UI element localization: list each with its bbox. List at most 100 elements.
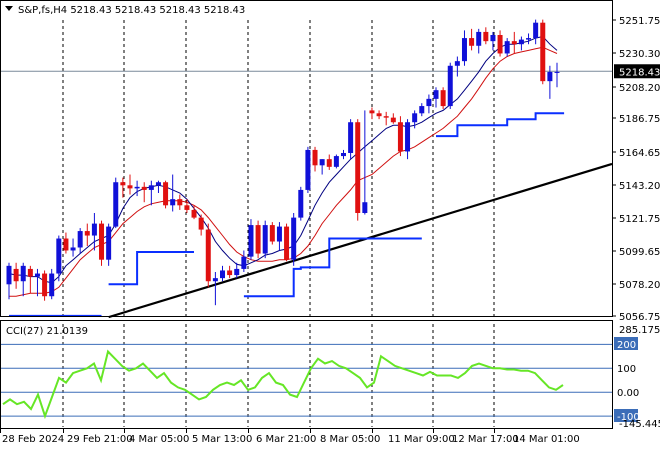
candle bbox=[148, 180, 154, 206]
candle-body bbox=[312, 149, 318, 166]
candle bbox=[483, 27, 489, 45]
y-tick-label: 5143.20 bbox=[619, 181, 660, 192]
x-tick-label: 11 Mar 09:00 bbox=[388, 434, 455, 445]
candle bbox=[34, 268, 40, 297]
candle-body bbox=[511, 41, 517, 45]
candle-body bbox=[198, 217, 204, 230]
x-tick-label: 29 Feb 21:00 bbox=[67, 434, 133, 445]
candle bbox=[248, 219, 254, 260]
x-tick-label: 14 Mar 01:00 bbox=[513, 434, 580, 445]
candle bbox=[355, 119, 361, 221]
candle-body bbox=[518, 39, 524, 45]
candle bbox=[20, 262, 26, 297]
candle bbox=[84, 223, 90, 246]
candle bbox=[419, 103, 425, 117]
candle bbox=[533, 19, 539, 45]
candle bbox=[383, 111, 389, 126]
y-tick-label: 5251.75 bbox=[619, 16, 660, 27]
candle-body bbox=[56, 238, 62, 274]
cci-tick-label: 285.1755 bbox=[619, 325, 660, 336]
x-tick-label: 5 Mar 13:00 bbox=[192, 434, 252, 445]
fast-ma-line bbox=[8, 35, 558, 284]
trendline-segment bbox=[108, 162, 613, 319]
candle bbox=[433, 87, 439, 108]
candle-body bbox=[127, 185, 133, 189]
candle-body bbox=[433, 90, 439, 99]
candle bbox=[340, 149, 346, 160]
candle-body bbox=[91, 223, 97, 236]
candle-body bbox=[376, 113, 382, 117]
candle-body bbox=[49, 273, 55, 297]
candle-body bbox=[533, 22, 539, 39]
candle bbox=[554, 62, 560, 88]
candle bbox=[234, 262, 240, 279]
candle-body bbox=[255, 225, 261, 254]
cci-tick-label: 100 bbox=[617, 364, 636, 375]
candle bbox=[255, 220, 261, 259]
x-tick-label: 12 Mar 17:00 bbox=[452, 434, 519, 445]
candle bbox=[319, 159, 325, 175]
candle bbox=[490, 31, 496, 51]
cci-indicator bbox=[2, 349, 564, 420]
cci-tick-label: -145.4456 bbox=[619, 419, 660, 430]
candle-body bbox=[34, 273, 40, 277]
candle-body bbox=[355, 122, 361, 213]
cci-tick-label: 200 bbox=[617, 340, 636, 351]
candle-body bbox=[106, 226, 112, 260]
candle-body bbox=[42, 273, 48, 297]
y-tick-label: 5078.20 bbox=[619, 280, 660, 291]
candle-body bbox=[554, 71, 560, 73]
candle bbox=[333, 154, 339, 169]
candle bbox=[312, 146, 318, 172]
candle-body bbox=[390, 117, 396, 123]
candle bbox=[13, 262, 19, 289]
candle-body bbox=[269, 225, 275, 242]
candle bbox=[397, 116, 403, 157]
candle-body bbox=[397, 122, 403, 152]
cci-tick-label: -100 bbox=[617, 412, 640, 423]
candle bbox=[412, 110, 418, 129]
candle bbox=[198, 214, 204, 236]
candle-body bbox=[20, 265, 26, 282]
candle bbox=[284, 223, 290, 262]
candle-body bbox=[333, 156, 339, 167]
candle-body bbox=[63, 238, 69, 251]
cci-level-tag-bg bbox=[614, 337, 638, 350]
candle bbox=[390, 113, 396, 124]
candle bbox=[461, 30, 467, 66]
stop-line-path bbox=[9, 112, 565, 317]
candle bbox=[348, 119, 354, 160]
candle bbox=[476, 28, 482, 54]
candle bbox=[77, 228, 83, 254]
candle bbox=[540, 19, 546, 85]
candle-body bbox=[340, 153, 346, 157]
y-tick-label: 5099.65 bbox=[619, 247, 660, 258]
x-tick-label: 28 Feb 2024 bbox=[2, 434, 64, 445]
candle-body bbox=[6, 265, 12, 285]
candle bbox=[262, 220, 268, 259]
trendline bbox=[108, 162, 613, 319]
candle bbox=[42, 270, 48, 301]
candle bbox=[454, 56, 460, 77]
candle bbox=[113, 177, 119, 229]
candle-body bbox=[319, 159, 325, 166]
price-panel-frame bbox=[0, 0, 613, 317]
candle bbox=[241, 250, 247, 272]
candle bbox=[191, 205, 197, 220]
candle bbox=[70, 238, 76, 257]
candle-body bbox=[148, 185, 154, 190]
cci-line bbox=[2, 349, 564, 420]
candle bbox=[298, 186, 304, 221]
candle bbox=[163, 180, 169, 209]
candle-body bbox=[476, 31, 482, 46]
candle bbox=[127, 174, 133, 195]
candle bbox=[155, 180, 161, 193]
candle bbox=[426, 94, 432, 114]
candle-body bbox=[241, 256, 247, 269]
candle-body bbox=[412, 113, 418, 123]
candle bbox=[120, 177, 126, 198]
candle bbox=[291, 213, 297, 266]
candle bbox=[27, 265, 33, 294]
candle-body bbox=[419, 106, 425, 114]
